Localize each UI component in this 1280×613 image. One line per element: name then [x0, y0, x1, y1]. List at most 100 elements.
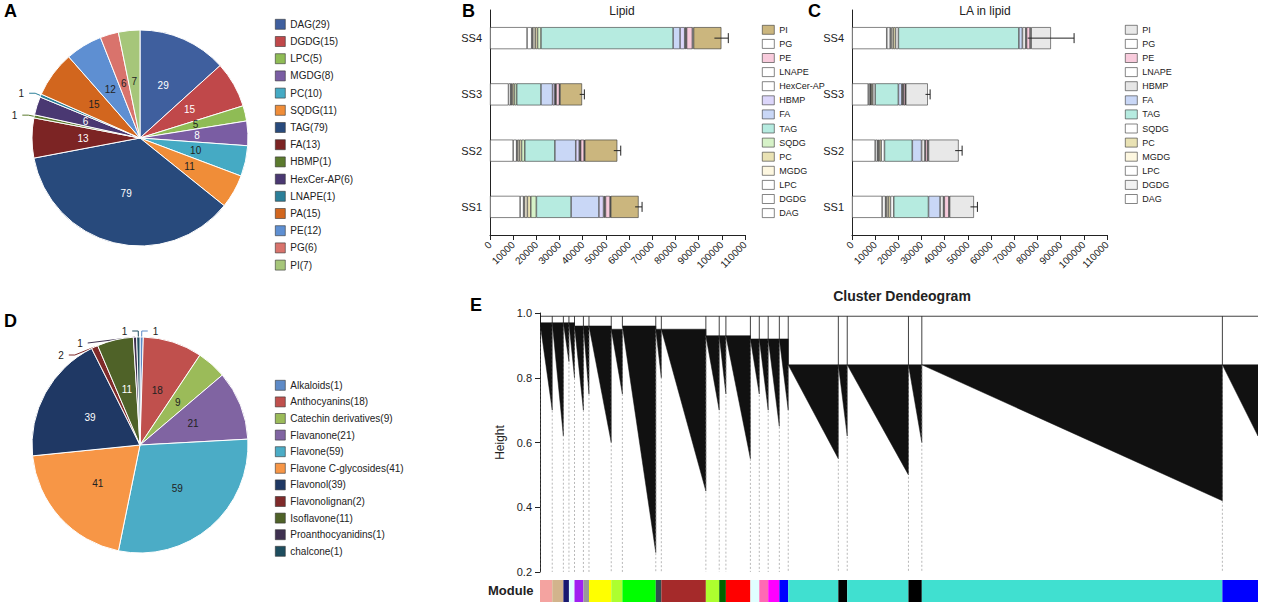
svg-text:50000: 50000: [582, 239, 610, 267]
svg-text:1: 1: [12, 110, 18, 121]
svg-text:LNAPE: LNAPE: [779, 67, 809, 77]
svg-text:60000: 60000: [606, 239, 634, 267]
svg-text:10: 10: [190, 145, 202, 156]
svg-text:DAG(29): DAG(29): [290, 19, 329, 30]
svg-text:SS1: SS1: [461, 201, 482, 213]
svg-text:LA in lipid: LA in lipid: [959, 4, 1010, 18]
svg-text:0.4: 0.4: [517, 501, 532, 513]
svg-text:7: 7: [131, 76, 137, 87]
svg-text:6: 6: [83, 116, 89, 127]
svg-text:PE(12): PE(12): [290, 225, 321, 236]
svg-text:LNAPE(1): LNAPE(1): [290, 191, 335, 202]
svg-text:PG: PG: [779, 39, 792, 49]
svg-text:PC: PC: [779, 152, 792, 162]
svg-text:HBMP(1): HBMP(1): [290, 156, 331, 167]
svg-text:29: 29: [158, 80, 170, 91]
svg-text:1: 1: [153, 326, 159, 337]
svg-text:B: B: [462, 1, 475, 21]
svg-text:C: C: [808, 1, 821, 21]
svg-text:110000: 110000: [718, 239, 749, 270]
svg-text:Module: Module: [488, 583, 534, 598]
svg-text:FA: FA: [779, 109, 790, 119]
svg-text:Flavanone(21): Flavanone(21): [290, 430, 354, 441]
svg-text:30000: 30000: [898, 239, 926, 267]
svg-text:MGDG: MGDG: [1142, 152, 1170, 162]
svg-text:PE: PE: [1142, 53, 1154, 63]
svg-text:79: 79: [121, 188, 133, 199]
svg-text:110000: 110000: [1080, 239, 1111, 270]
svg-text:Anthocyanins(18): Anthocyanins(18): [290, 396, 368, 407]
svg-text:TAG(79): TAG(79): [290, 122, 328, 133]
svg-text:FA(13): FA(13): [290, 139, 320, 150]
svg-text:A: A: [4, 1, 17, 21]
svg-text:Height: Height: [493, 424, 507, 459]
svg-text:Alkaloids(1): Alkaloids(1): [290, 380, 342, 391]
svg-text:SQDG(11): SQDG(11): [290, 105, 337, 116]
svg-text:70000: 70000: [991, 239, 1019, 267]
svg-text:PA(15): PA(15): [290, 208, 320, 219]
svg-text:5: 5: [193, 119, 199, 130]
svg-text:SS3: SS3: [461, 88, 482, 100]
svg-text:18: 18: [152, 385, 164, 396]
svg-text:0.6: 0.6: [517, 437, 532, 449]
svg-text:HBMP: HBMP: [779, 95, 805, 105]
svg-text:39: 39: [84, 412, 96, 423]
svg-text:6: 6: [121, 78, 127, 89]
svg-text:SQDG: SQDG: [1142, 124, 1169, 134]
svg-text:PG(6): PG(6): [290, 242, 317, 253]
svg-text:PI: PI: [779, 25, 788, 35]
svg-text:9: 9: [175, 397, 181, 408]
svg-text:Lipid: Lipid: [609, 4, 634, 18]
svg-text:SS4: SS4: [461, 32, 482, 44]
svg-text:DGDG: DGDG: [779, 194, 806, 204]
svg-text:Cluster Dendeogram: Cluster Dendeogram: [833, 288, 971, 304]
svg-text:SS2: SS2: [461, 145, 482, 157]
svg-text:11: 11: [184, 161, 195, 172]
svg-text:PG: PG: [1142, 39, 1155, 49]
svg-text:SS3: SS3: [823, 88, 844, 100]
svg-text:Proanthocyanidins(1): Proanthocyanidins(1): [290, 529, 385, 540]
svg-text:15: 15: [184, 104, 196, 115]
svg-text:20000: 20000: [875, 239, 903, 267]
svg-text:DGDG: DGDG: [1142, 180, 1169, 190]
svg-text:0.8: 0.8: [517, 372, 532, 384]
svg-text:Isoflavone(11): Isoflavone(11): [290, 513, 353, 524]
svg-text:HBMP: HBMP: [1142, 81, 1168, 91]
svg-text:DAG: DAG: [779, 208, 799, 218]
svg-text:20000: 20000: [513, 239, 541, 267]
svg-text:0.2: 0.2: [517, 566, 532, 578]
svg-text:11: 11: [122, 384, 133, 395]
svg-text:SS4: SS4: [823, 32, 844, 44]
svg-text:2: 2: [58, 350, 64, 361]
svg-text:PC: PC: [1142, 138, 1155, 148]
svg-text:D: D: [4, 311, 17, 331]
svg-text:HexCer-AP(6): HexCer-AP(6): [290, 174, 353, 185]
svg-text:1: 1: [122, 326, 128, 337]
svg-text:chalcone(1): chalcone(1): [290, 546, 342, 557]
svg-text:59: 59: [172, 483, 184, 494]
svg-text:13: 13: [77, 133, 89, 144]
svg-text:0: 0: [844, 239, 856, 251]
svg-text:TAG: TAG: [779, 124, 797, 134]
svg-text:60000: 60000: [968, 239, 996, 267]
svg-text:SS1: SS1: [823, 201, 844, 213]
svg-text:30000: 30000: [536, 239, 564, 267]
svg-text:1.0: 1.0: [517, 307, 532, 319]
svg-text:SQDG: SQDG: [779, 138, 806, 148]
svg-text:1: 1: [77, 338, 83, 349]
svg-text:10000: 10000: [490, 239, 518, 267]
svg-text:PI: PI: [1142, 25, 1151, 35]
svg-text:15: 15: [89, 99, 101, 110]
svg-text:HexCer-AP: HexCer-AP: [779, 81, 825, 91]
svg-text:41: 41: [92, 478, 104, 489]
svg-text:LPC(5): LPC(5): [290, 53, 322, 64]
svg-text:Flavonolignan(2): Flavonolignan(2): [290, 496, 365, 507]
svg-text:40000: 40000: [559, 239, 587, 267]
svg-text:Catechin derivatives(9): Catechin derivatives(9): [290, 413, 392, 424]
svg-text:LPC: LPC: [1142, 166, 1160, 176]
svg-text:LNAPE: LNAPE: [1142, 67, 1172, 77]
svg-text:MGDG: MGDG: [779, 166, 807, 176]
svg-text:FA: FA: [1142, 95, 1153, 105]
svg-text:10000: 10000: [852, 239, 880, 267]
svg-text:E: E: [470, 295, 482, 315]
